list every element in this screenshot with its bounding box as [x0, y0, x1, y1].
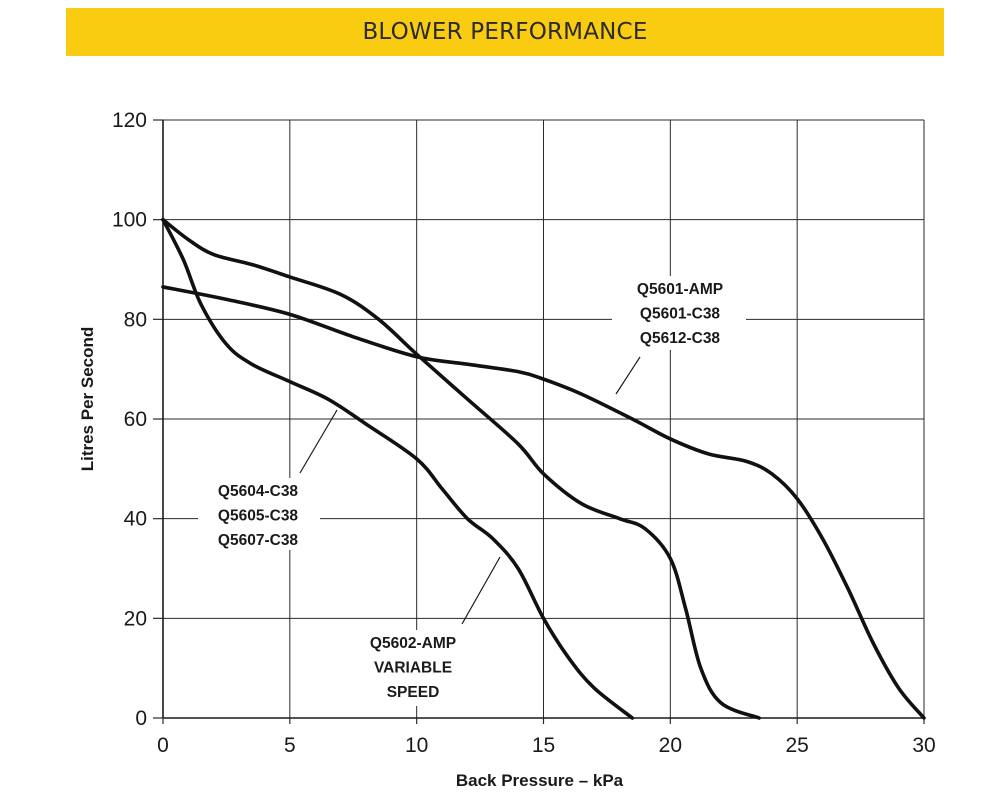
- annotation-bg: [198, 478, 320, 550]
- series-annotation-label: Q5602-AMP: [370, 635, 456, 652]
- x-tick-label: 30: [912, 734, 935, 757]
- x-axis-label: Back Pressure – kPa: [456, 771, 624, 790]
- grid: [153, 119, 925, 724]
- leader-line-q5604: [299, 409, 338, 474]
- x-tick-label: 15: [532, 734, 555, 757]
- series-line-1: [161, 217, 635, 720]
- annotations: Q5602-AMP VARIABLE SPEED Q5604-C38 Q5605-C38…: [198, 276, 746, 706]
- y-tick-label: 0: [135, 707, 147, 730]
- series-annotation-label: Q5601-AMP: [637, 281, 723, 298]
- series-annotation-label: Q5612-C38: [640, 330, 721, 347]
- y-axis-label: Litres Per Second: [78, 327, 97, 472]
- series-annotation-label: VARIABLE: [374, 660, 452, 677]
- x-tick-label: 25: [785, 734, 808, 757]
- x-tick-label: 5: [284, 734, 296, 757]
- annotation-bg: [612, 276, 746, 350]
- x-tick-label: 0: [157, 734, 169, 757]
- series-annotation-label: Q5607-C38: [218, 532, 299, 549]
- y-tick-label: 60: [124, 408, 147, 431]
- series-line-2: [161, 217, 761, 720]
- y-tick-label: 100: [112, 209, 147, 232]
- leader-line-q5601: [615, 356, 641, 395]
- x-tick-label: 20: [659, 734, 682, 757]
- series-annotation-label: Q5601-C38: [640, 306, 721, 323]
- series-annotation-label: Q5604-C38: [218, 483, 299, 500]
- leader-line-q5602: [461, 556, 501, 625]
- y-tick-label: 40: [124, 508, 147, 531]
- series-annotation-label: SPEED: [387, 684, 440, 701]
- title-banner: BLOWER PERFORMANCE: [66, 8, 944, 56]
- series-line-3: [161, 285, 926, 720]
- curves: [161, 217, 926, 720]
- annotation-bg: [348, 630, 478, 706]
- x-tick-label: 10: [405, 734, 428, 757]
- series-annotation-label: Q5605-C38: [218, 508, 299, 525]
- chart-title: BLOWER PERFORMANCE: [362, 19, 648, 45]
- y-tick-label: 80: [124, 308, 147, 331]
- tick-labels: 0 5 10 15 20 25 30 0 20 40 60 80 100 120: [112, 109, 936, 757]
- y-tick-label: 20: [124, 607, 147, 630]
- y-tick-label: 120: [112, 109, 147, 132]
